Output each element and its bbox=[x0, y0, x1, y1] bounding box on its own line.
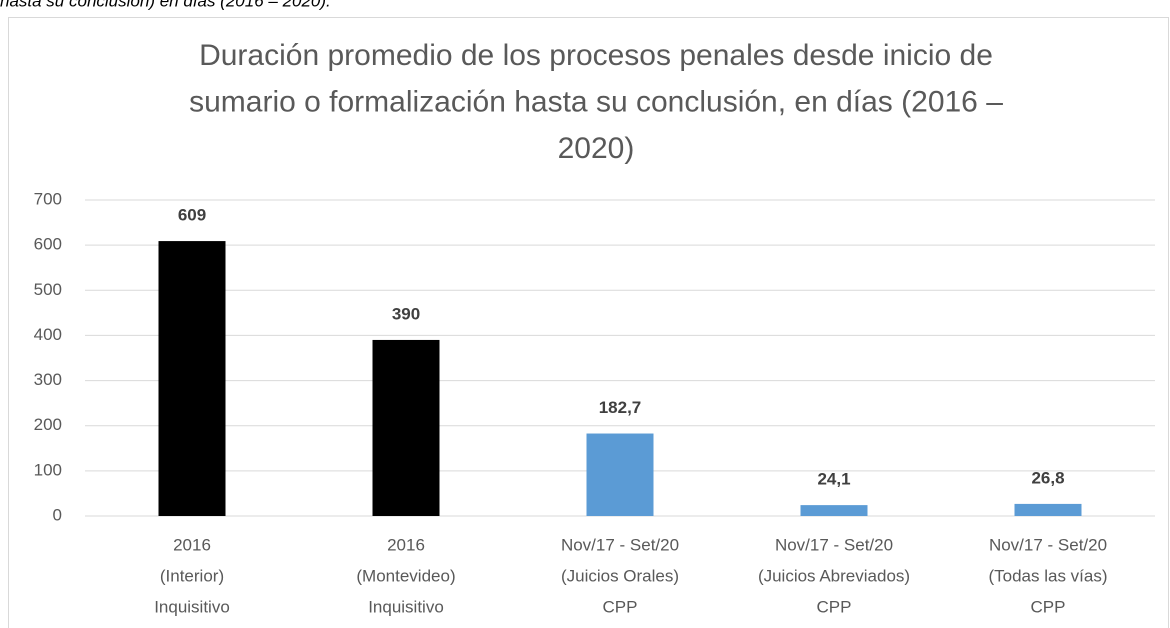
x-tick-label: Inquisitivo bbox=[154, 597, 230, 616]
caption: hasta su conclusión) en días (2016 – 202… bbox=[0, 0, 331, 10]
y-tick-label: 600 bbox=[34, 235, 62, 254]
x-tick-label: (Interior) bbox=[160, 566, 224, 585]
chart-title: sumario o formalización hasta su conclus… bbox=[189, 85, 1003, 118]
value-label: 26,8 bbox=[1031, 468, 1064, 487]
y-tick-label: 100 bbox=[34, 460, 62, 479]
x-tick-label: (Todas las vías) bbox=[988, 566, 1107, 585]
bar bbox=[1014, 503, 1082, 516]
bar bbox=[800, 505, 868, 516]
x-tick-label: Inquisitivo bbox=[368, 597, 444, 616]
x-tick-label: Nov/17 - Set/20 bbox=[775, 535, 893, 554]
bar bbox=[158, 241, 226, 516]
x-tick-label: (Juicios Abreviados) bbox=[758, 566, 910, 585]
y-tick-label: 500 bbox=[34, 280, 62, 299]
x-tick-label: 2016 bbox=[173, 535, 211, 554]
y-tick-label: 400 bbox=[34, 325, 62, 344]
value-label: 609 bbox=[178, 206, 206, 225]
value-label: 182,7 bbox=[599, 398, 642, 417]
y-tick-label: 700 bbox=[34, 189, 62, 208]
x-tick-label: Nov/17 - Set/20 bbox=[989, 535, 1107, 554]
x-tick-label: (Montevideo) bbox=[356, 566, 455, 585]
x-tick-label: CPP bbox=[603, 597, 638, 616]
chart-border bbox=[8, 17, 1169, 628]
chart-title: Duración promedio de los procesos penale… bbox=[199, 39, 993, 72]
value-label: 390 bbox=[392, 304, 420, 323]
chart-title: 2020) bbox=[558, 132, 635, 165]
x-tick-label: Nov/17 - Set/20 bbox=[561, 535, 679, 554]
y-tick-label: 200 bbox=[34, 415, 62, 434]
y-tick-label: 0 bbox=[53, 505, 62, 524]
bar bbox=[586, 433, 654, 516]
x-tick-label: (Juicios Orales) bbox=[561, 566, 679, 585]
x-tick-label: CPP bbox=[1031, 597, 1066, 616]
y-tick-label: 300 bbox=[34, 370, 62, 389]
value-label: 24,1 bbox=[817, 470, 850, 489]
x-tick-label: 2016 bbox=[387, 535, 425, 554]
bar bbox=[372, 339, 440, 516]
x-tick-label: CPP bbox=[817, 597, 852, 616]
